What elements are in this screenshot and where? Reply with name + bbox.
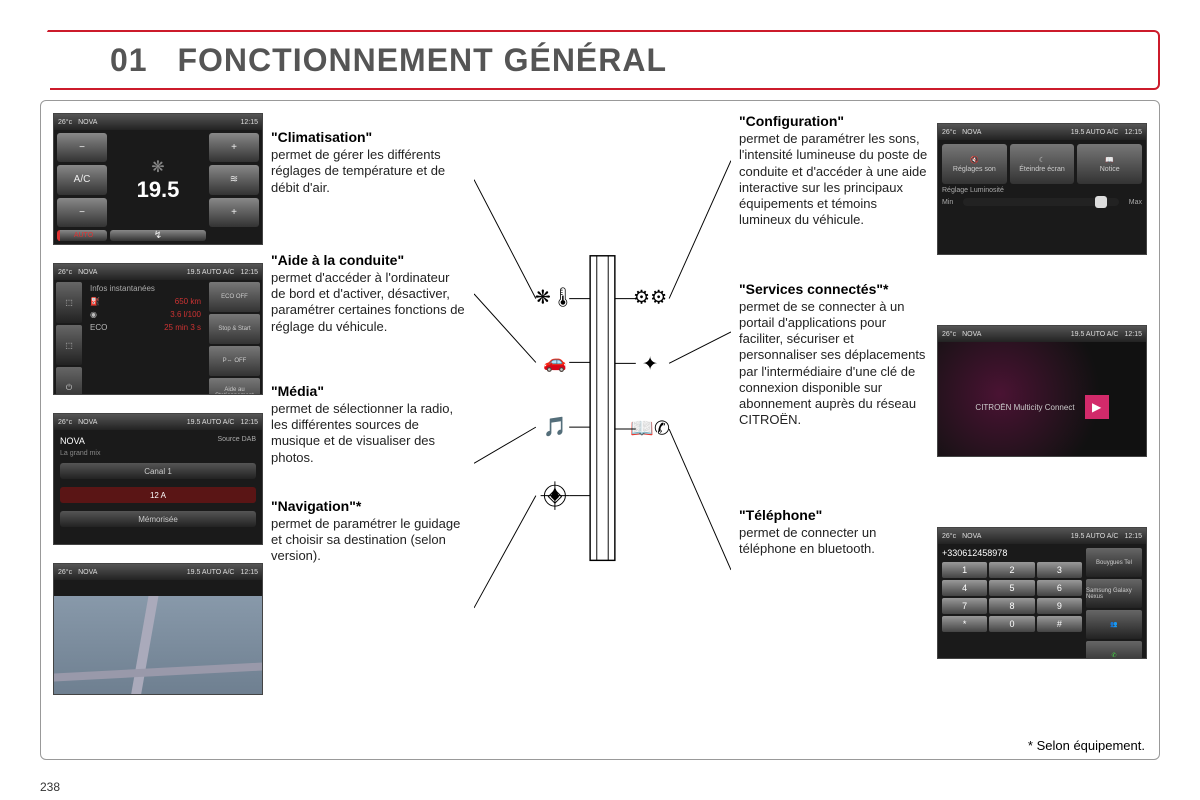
key-4[interactable]: 4 bbox=[942, 580, 987, 596]
services-brand: CITROËN Multicity Connect bbox=[975, 403, 1074, 412]
phone-number: +330612458978 bbox=[942, 548, 1082, 558]
device-label: Samsung Galaxy Nexus bbox=[1086, 579, 1142, 608]
ac-button[interactable]: A/C bbox=[57, 165, 107, 194]
side-button[interactable]: ⬚ bbox=[56, 325, 82, 366]
key-0[interactable]: 0 bbox=[989, 616, 1034, 632]
key-8[interactable]: 8 bbox=[989, 598, 1034, 614]
phone-screen: 26°c NOVA 19.5 AUTO A/C 12:15 +330612458… bbox=[937, 527, 1147, 659]
svg-text:🚗: 🚗 bbox=[543, 352, 567, 373]
section-title-text: FONCTIONNEMENT GÉNÉRAL bbox=[177, 42, 667, 78]
section-title-bar: 01 FONCTIONNEMENT GÉNÉRAL bbox=[40, 30, 1160, 90]
screen-off-tile[interactable]: ☾Éteindre écran bbox=[1010, 144, 1075, 184]
screen-topbar: 26°c NOVA 19.5 AUTO A/C 12:15 bbox=[54, 564, 262, 580]
key-1[interactable]: 1 bbox=[942, 562, 987, 578]
map-view[interactable]: 47, Rue du Général Leclerc bbox=[54, 596, 262, 695]
fan-minus-button[interactable]: − bbox=[57, 198, 107, 227]
temp-minus-button[interactable]: − bbox=[57, 133, 107, 162]
key-2[interactable]: 2 bbox=[989, 562, 1034, 578]
desc-media: "Média" permet de sélectionner la radio,… bbox=[271, 383, 466, 466]
screen-topbar: 26°c NOVA 19.5 AUTO A/C 12:15 bbox=[54, 414, 262, 430]
right-descriptions: "Configuration" permet de paramétrer les… bbox=[739, 113, 929, 747]
side-button[interactable]: ⏻ bbox=[56, 367, 82, 395]
stop-start-button[interactable]: Stop & Start bbox=[209, 314, 260, 344]
brightness-label: Réglage Luminosité bbox=[942, 187, 1142, 194]
airflow-button[interactable]: ↯ bbox=[110, 230, 206, 241]
desc-services: "Services connectés"* permet de se conne… bbox=[739, 281, 929, 429]
eco-off-button[interactable]: ECO OFF bbox=[209, 282, 260, 312]
media-station: NOVA bbox=[60, 436, 85, 446]
brightness-slider[interactable] bbox=[963, 198, 1118, 206]
side-button[interactable]: ⬚ bbox=[56, 282, 82, 323]
desc-configuration: "Configuration" permet de paramétrer les… bbox=[739, 113, 929, 229]
footnote: * Selon équipement. bbox=[1028, 738, 1145, 753]
key-hash[interactable]: # bbox=[1037, 616, 1082, 632]
key-7[interactable]: 7 bbox=[942, 598, 987, 614]
center-diagram: ❋🌡 🚗 🎵 ◈ ⚙⚙ ✦ 📖✆ bbox=[474, 113, 731, 747]
key-3[interactable]: 3 bbox=[1037, 562, 1082, 578]
svg-text:⚙⚙: ⚙⚙ bbox=[633, 287, 667, 308]
park-off-button[interactable]: P⇔ OFF bbox=[209, 346, 260, 376]
svg-text:📖✆: 📖✆ bbox=[630, 419, 670, 440]
sound-settings-tile[interactable]: 🔇Réglages son bbox=[942, 144, 1007, 184]
title-frame: 01 FONCTIONNEMENT GÉNÉRAL bbox=[50, 30, 1160, 90]
desc-aide: "Aide à la conduite" permet d'accéder à … bbox=[271, 252, 466, 335]
key-6[interactable]: 6 bbox=[1037, 580, 1082, 596]
screen-topbar: 26°c NOVA 12:15 bbox=[54, 114, 262, 130]
climate-screen: 26°c NOVA 12:15 − ❋ 19.5 + A/C bbox=[53, 113, 263, 245]
auto-button[interactable]: AUTO bbox=[57, 230, 107, 241]
left-descriptions: "Climatisation" permet de gérer les diff… bbox=[271, 113, 466, 747]
manual-page: 01 FONCTIONNEMENT GÉNÉRAL 26°c NOVA 12:1… bbox=[0, 0, 1200, 800]
svg-text:✦: ✦ bbox=[642, 354, 658, 375]
right-screens-column: 26°c NOVA 19.5 AUTO A/C 12:15 🔇Réglages … bbox=[937, 113, 1147, 747]
desc-navigation: "Navigation"* permet de paramétrer le gu… bbox=[271, 498, 466, 565]
services-screen: 26°c NOVA 19.5 AUTO A/C 12:15 CITROËN Mu… bbox=[937, 325, 1147, 457]
driving-aid-screen: 26°c NOVA 19.5 AUTO A/C 12:15 ⬚ ⬚ ⏻ Info… bbox=[53, 263, 263, 395]
screen-topbar: 26°c NOVA 19.5 AUTO A/C 12:15 bbox=[938, 326, 1146, 342]
svg-text:❋🌡: ❋🌡 bbox=[535, 287, 575, 308]
section-number: 01 bbox=[110, 42, 148, 78]
key-star[interactable]: * bbox=[942, 616, 987, 632]
defrost-button[interactable]: ≋ bbox=[209, 165, 259, 194]
climate-temp-display: 19.5 bbox=[137, 177, 180, 203]
config-screen: 26°c NOVA 19.5 AUTO A/C 12:15 🔇Réglages … bbox=[937, 123, 1147, 255]
aide-header: Infos instantanées bbox=[90, 284, 201, 293]
manual-tile[interactable]: 📖Notice bbox=[1077, 144, 1142, 184]
svg-text:🎵: 🎵 bbox=[543, 416, 567, 438]
media-row[interactable]: Canal 1 bbox=[60, 463, 256, 479]
services-play-button[interactable]: ▶ bbox=[1085, 395, 1109, 419]
key-5[interactable]: 5 bbox=[989, 580, 1034, 596]
climate-center: ❋ 19.5 bbox=[110, 133, 206, 227]
contacts-button[interactable]: 👥 bbox=[1086, 610, 1142, 639]
media-screen: 26°c NOVA 19.5 AUTO A/C 12:15 NOVA Sourc… bbox=[53, 413, 263, 545]
menu-diagram-svg: ❋🌡 🚗 🎵 ◈ ⚙⚙ ✦ 📖✆ bbox=[474, 113, 731, 718]
left-screens-column: 26°c NOVA 12:15 − ❋ 19.5 + A/C bbox=[53, 113, 263, 747]
media-row[interactable]: Mémorisée bbox=[60, 511, 256, 527]
screen-topbar: 26°c NOVA 19.5 AUTO A/C 12:15 bbox=[938, 124, 1146, 140]
media-subtitle: La grand mix bbox=[60, 450, 256, 457]
carrier-label: Bouygues Tel bbox=[1086, 548, 1142, 577]
key-9[interactable]: 9 bbox=[1037, 598, 1082, 614]
media-row-active[interactable]: 12 A bbox=[60, 487, 256, 503]
park-assist-button[interactable]: Aide au Stationnement bbox=[209, 378, 260, 395]
fan-icon: ❋ bbox=[151, 157, 164, 177]
fan-plus-button[interactable]: + bbox=[209, 198, 259, 227]
screen-topbar: 26°c NOVA 19.5 AUTO A/C 12:15 bbox=[938, 528, 1146, 544]
screen-topbar: 26°c NOVA 19.5 AUTO A/C 12:15 bbox=[54, 264, 262, 280]
desc-telephone: "Téléphone" permet de connecter un télép… bbox=[739, 507, 929, 558]
call-button[interactable]: ✆ bbox=[1086, 641, 1142, 659]
navigation-screen: 26°c NOVA 19.5 AUTO A/C 12:15 47, Rue du… bbox=[53, 563, 263, 695]
section-heading: 01 FONCTIONNEMENT GÉNÉRAL bbox=[110, 42, 667, 79]
phone-keypad: 1 2 3 4 5 6 7 8 9 * 0 # bbox=[942, 562, 1082, 632]
content-frame: 26°c NOVA 12:15 − ❋ 19.5 + A/C bbox=[40, 100, 1160, 760]
temp-plus-button[interactable]: + bbox=[209, 133, 259, 162]
desc-climatisation: "Climatisation" permet de gérer les diff… bbox=[271, 129, 466, 196]
page-number: 238 bbox=[40, 780, 60, 794]
